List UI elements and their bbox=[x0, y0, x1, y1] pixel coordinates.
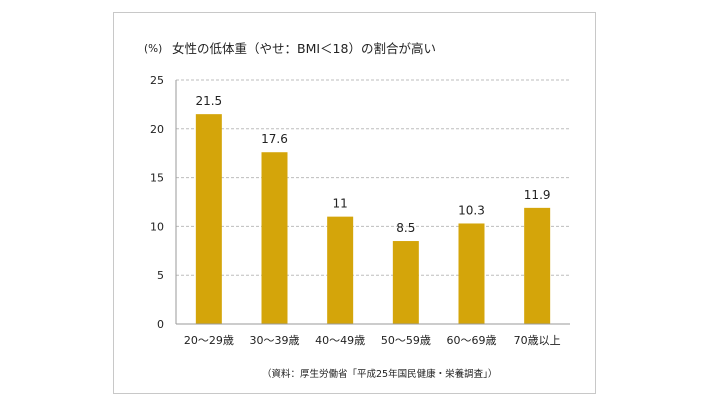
y-tick-label: 5 bbox=[157, 269, 164, 282]
bar bbox=[327, 216, 354, 324]
x-category-label: 50〜59歳 bbox=[381, 334, 431, 347]
bar-value-label: 8.5 bbox=[396, 221, 415, 235]
y-tick-label: 25 bbox=[150, 74, 164, 87]
x-category-label: 60〜69歳 bbox=[447, 334, 497, 347]
y-axis-ticks: 0 5 10 15 20 25 bbox=[150, 74, 164, 331]
bar-value-label: 11.9 bbox=[524, 188, 551, 202]
bar bbox=[195, 114, 222, 324]
y-tick-label: 10 bbox=[150, 220, 164, 233]
y-tick-label: 0 bbox=[157, 318, 164, 331]
x-category-label: 40〜49歳 bbox=[315, 334, 365, 347]
bar bbox=[524, 207, 551, 324]
x-category-label: 20〜29歳 bbox=[184, 334, 234, 347]
x-axis-categories: 20〜29歳 30〜39歳 40〜49歳 50〜59歳 60〜69歳 70歳以上 bbox=[184, 334, 561, 347]
gridlines bbox=[176, 79, 570, 276]
bar-value-label: 10.3 bbox=[458, 203, 485, 217]
bar-value-label: 17.6 bbox=[261, 132, 288, 146]
source-note: （資料：厚生労働省「平成25年国民健康・栄養調査」） bbox=[262, 368, 497, 380]
value-labels: 21.5 17.6 11 8.5 10.3 11.9 bbox=[195, 94, 550, 235]
bar-value-label: 11 bbox=[333, 197, 348, 211]
bars bbox=[195, 114, 551, 324]
x-category-label: 70歳以上 bbox=[514, 334, 561, 347]
x-category-label: 30〜39歳 bbox=[250, 334, 300, 347]
chart-frame bbox=[113, 12, 596, 394]
bar bbox=[392, 241, 419, 324]
bar bbox=[261, 152, 288, 324]
y-tick-label: 20 bbox=[150, 123, 164, 136]
bar-value-label: 21.5 bbox=[195, 94, 222, 108]
chart-title: 女性の低体重（やせ：BMI＜18）の割合が高い bbox=[172, 41, 436, 56]
bar bbox=[458, 223, 485, 324]
y-axis-unit: (%) bbox=[144, 43, 162, 55]
y-tick-label: 15 bbox=[150, 172, 164, 185]
